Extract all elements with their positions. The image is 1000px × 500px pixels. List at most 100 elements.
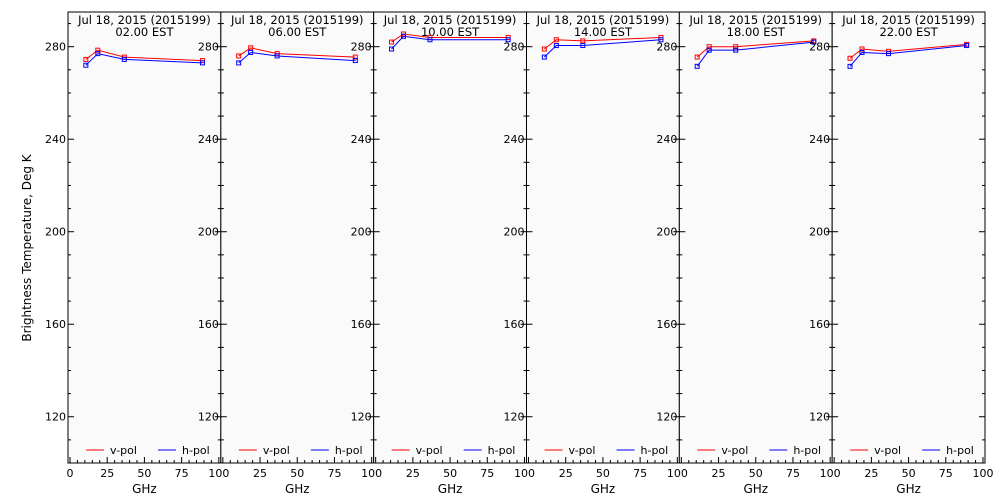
y-tick-label: 280: [809, 41, 830, 54]
legend-label-1: h-pol: [946, 444, 974, 457]
x-tick-label: 25: [100, 467, 114, 480]
v-pol-point: [352, 54, 358, 60]
x-axis-label: GHz: [896, 482, 921, 496]
v-pol-point: [248, 45, 254, 51]
panel-frame: [220, 11, 375, 464]
y-tick-label: 200: [198, 226, 219, 239]
h-pol-line: [849, 45, 967, 67]
y-tick-label: 200: [809, 226, 830, 239]
h-pol-point: [964, 43, 970, 49]
y-tick-label: 120: [656, 411, 677, 424]
legend-label-1: h-pol: [182, 444, 210, 457]
y-tick-label: 160: [809, 318, 830, 331]
x-tick-label: 100: [667, 467, 688, 480]
x-tick-label: 50: [137, 467, 151, 480]
v-pol-point: [694, 54, 700, 60]
h-pol-point: [658, 37, 664, 43]
panel-title-time: 22.00 EST: [879, 25, 938, 39]
h-pol-point: [847, 63, 853, 69]
h-pol-point: [95, 51, 101, 57]
x-tick-label: 25: [559, 467, 573, 480]
panel-title-date: Jul 18, 2015 (2015199): [841, 13, 975, 27]
x-axis-label: GHz: [591, 482, 616, 496]
panels: 120 160 200 240 280 0 25 50 75 100 GHz Jul 18, 2015…: [45, 11, 994, 496]
h-pol-point: [389, 46, 395, 52]
y-tick-label: 280: [45, 41, 66, 54]
y-tick-label: 200: [45, 226, 66, 239]
v-pol-point: [236, 53, 242, 59]
y-tick-label: 160: [351, 318, 372, 331]
v-pol-point: [541, 46, 547, 52]
panel-5: 120 160 200 240 280 25 50 75 100 GHz Jul 18, 2015 …: [809, 11, 994, 496]
h-pol-point: [236, 60, 242, 66]
panel-0: 120 160 200 240 280 0 25 50 75 100 GHz Jul 18, 2015…: [45, 11, 229, 496]
panel-title-time: 06.00 EST: [268, 25, 327, 39]
v-pol-point: [859, 46, 865, 52]
v-pol-point: [847, 55, 853, 61]
y-tick-label: 200: [504, 226, 525, 239]
panel-4: 120 160 200 240 280 25 50 75 100 GHz Jul 18, 2015 …: [656, 11, 841, 496]
panel-frame: [678, 11, 833, 464]
y-tick-label: 120: [198, 411, 219, 424]
x-tick-label: 25: [712, 467, 726, 480]
v-pol-point: [95, 47, 101, 53]
v-pol-line: [85, 49, 203, 62]
x-tick-label: 50: [749, 467, 763, 480]
y-axis-label: Brightness Temperature, Deg K: [20, 153, 34, 341]
panel-title-date: Jul 18, 2015 (2015199): [230, 13, 364, 27]
y-tick-label: 280: [504, 41, 525, 54]
h-pol-point: [811, 39, 817, 45]
h-pol-point: [885, 51, 891, 57]
h-pol-line: [391, 35, 509, 50]
legend-label-1: h-pol: [793, 444, 821, 457]
v-pol-line: [544, 36, 661, 50]
h-pol-point: [400, 33, 406, 39]
x-tick-label: 25: [864, 467, 878, 480]
x-tick-label: 75: [633, 467, 647, 480]
x-tick-label: 50: [596, 467, 610, 480]
y-tick-label: 120: [809, 411, 830, 424]
x-tick-label: 75: [480, 467, 494, 480]
y-tick-label: 120: [45, 411, 66, 424]
y-tick-label: 240: [45, 133, 66, 146]
v-pol-line: [696, 40, 814, 58]
legend-label-1: h-pol: [641, 444, 669, 457]
panel-title-time: 02.00 EST: [115, 25, 174, 39]
panel-2: 120 160 200 240 280 25 50 75 100 GHz Jul 18, 2015 …: [351, 11, 535, 496]
panel-frame: [526, 11, 680, 464]
panel-title-date: Jul 18, 2015 (2015199): [688, 13, 822, 27]
y-tick-label: 200: [351, 226, 372, 239]
legend-label-0: v-pol: [721, 444, 748, 457]
y-tick-label: 160: [656, 318, 677, 331]
v-pol-point: [389, 39, 395, 45]
h-pol-point: [505, 37, 511, 43]
x-tick-label: 75: [939, 467, 953, 480]
v-pol-point: [83, 56, 89, 62]
x-tick-label: 100: [361, 467, 382, 480]
v-pol-point: [706, 44, 712, 50]
panel-title-date: Jul 18, 2015 (2015199): [77, 13, 211, 27]
legend-label-0: v-pol: [569, 444, 596, 457]
h-pol-point: [274, 53, 280, 59]
x-tick-label: 100: [973, 467, 994, 480]
v-pol-point: [553, 37, 559, 43]
v-pol-point: [580, 38, 586, 44]
y-tick-label: 240: [656, 133, 677, 146]
x-tick-label: 50: [902, 467, 916, 480]
h-pol-point: [580, 43, 586, 49]
h-pol-line: [238, 51, 356, 64]
y-tick-label: 280: [656, 41, 677, 54]
legend-label-0: v-pol: [416, 444, 443, 457]
legend-label-0: v-pol: [110, 444, 137, 457]
y-tick-label: 240: [351, 133, 372, 146]
h-pol-point: [541, 54, 547, 60]
h-pol-point: [352, 58, 358, 64]
x-tick-label: 75: [327, 467, 341, 480]
x-axis-label: GHz: [743, 482, 768, 496]
panel-title-time: 10.00 EST: [421, 25, 480, 39]
x-tick-label: 100: [820, 467, 841, 480]
x-tick-label: 50: [443, 467, 457, 480]
panel-frame: [831, 11, 986, 464]
h-pol-line: [85, 53, 203, 66]
x-axis-label: GHz: [438, 482, 463, 496]
